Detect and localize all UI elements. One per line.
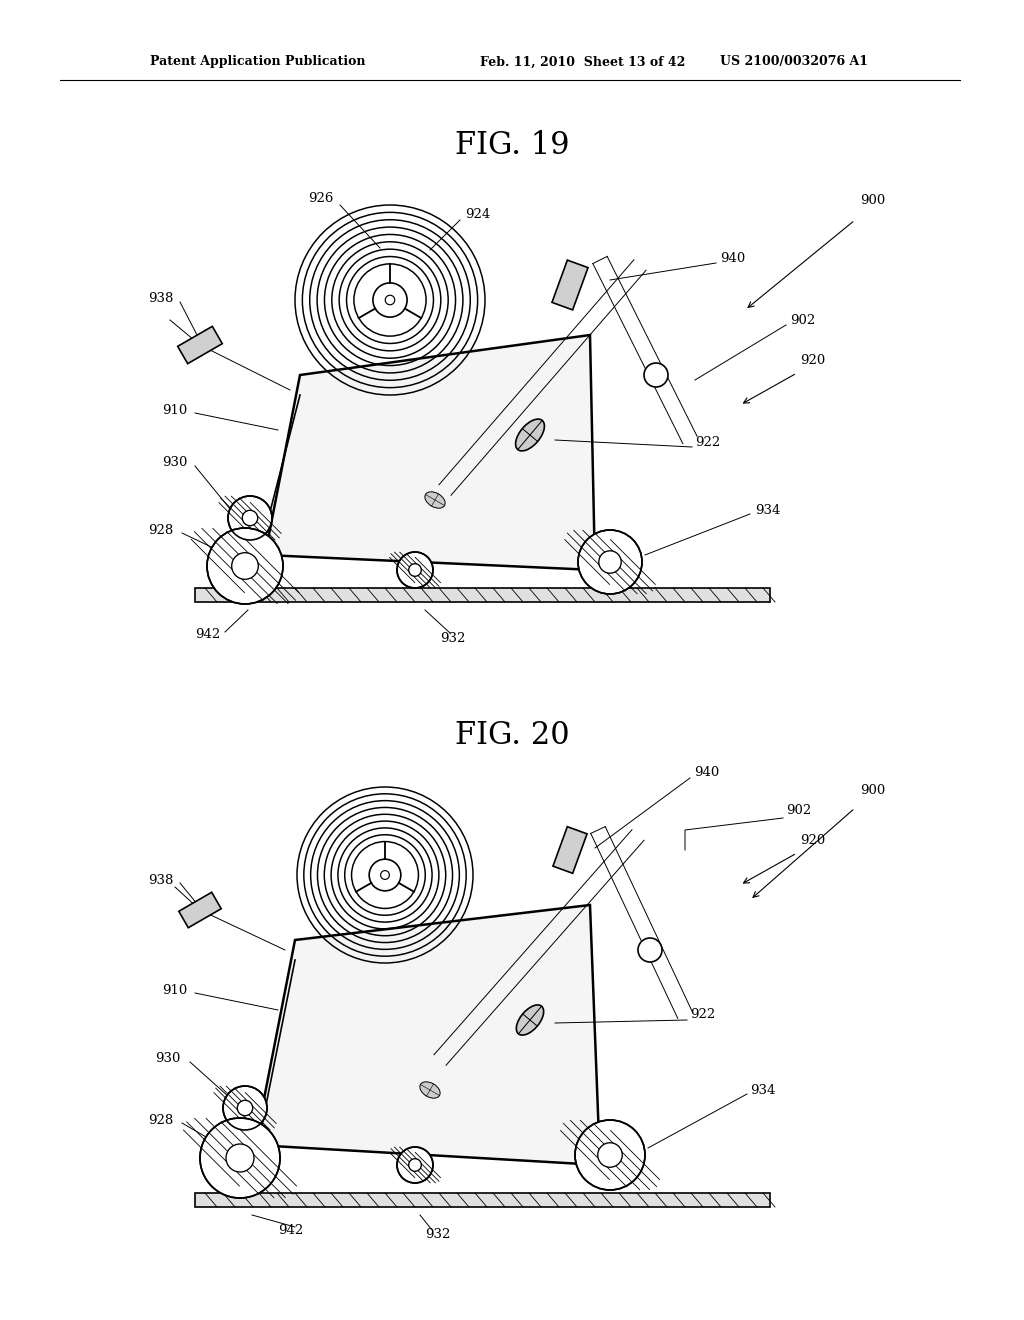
Text: 942: 942 [195,628,220,642]
Circle shape [231,553,258,579]
Circle shape [575,1119,645,1191]
Circle shape [397,552,433,587]
Circle shape [598,1143,623,1167]
Text: FIG. 19: FIG. 19 [455,129,569,161]
Text: 902: 902 [790,314,815,326]
Text: 942: 942 [278,1224,303,1237]
Text: 902: 902 [786,804,811,817]
Circle shape [409,1159,421,1171]
Text: 900: 900 [860,194,886,206]
Bar [195,1193,770,1206]
Circle shape [644,363,668,387]
Text: 920: 920 [800,833,825,846]
Circle shape [238,1101,253,1115]
Text: 940: 940 [720,252,745,264]
Circle shape [226,1144,254,1172]
Text: 910: 910 [162,404,187,417]
Circle shape [599,550,622,573]
Text: US 2100/0032076 A1: US 2100/0032076 A1 [720,55,868,69]
Text: 928: 928 [148,524,173,536]
Ellipse shape [515,418,545,451]
Text: 932: 932 [425,1229,451,1242]
Text: 934: 934 [755,503,780,516]
Circle shape [228,496,272,540]
Text: 922: 922 [690,1008,715,1022]
Circle shape [397,1147,433,1183]
Circle shape [578,531,642,594]
Text: 910: 910 [162,983,187,997]
Text: 940: 940 [694,767,719,780]
Circle shape [223,1086,267,1130]
Circle shape [381,871,389,879]
Circle shape [200,1118,280,1199]
Polygon shape [552,260,588,310]
Text: Feb. 11, 2010  Sheet 13 of 42: Feb. 11, 2010 Sheet 13 of 42 [480,55,685,69]
Circle shape [385,296,394,305]
Text: 938: 938 [148,292,173,305]
Text: 928: 928 [148,1114,173,1126]
Circle shape [207,528,283,605]
Circle shape [409,564,421,577]
Circle shape [638,939,662,962]
Text: 924: 924 [465,209,490,222]
Polygon shape [265,335,595,570]
Text: 938: 938 [148,874,173,887]
Polygon shape [178,326,222,364]
Text: 930: 930 [155,1052,180,1064]
Bar [195,587,770,602]
Polygon shape [255,906,600,1166]
Text: 934: 934 [750,1084,775,1097]
Circle shape [370,859,400,891]
Ellipse shape [516,1005,544,1035]
Ellipse shape [425,492,445,508]
Text: 932: 932 [440,631,465,644]
Circle shape [243,511,258,525]
Polygon shape [179,892,221,928]
Ellipse shape [420,1082,440,1098]
Text: 900: 900 [860,784,886,796]
Circle shape [373,282,408,317]
Text: Patent Application Publication: Patent Application Publication [150,55,366,69]
Text: FIG. 20: FIG. 20 [455,719,569,751]
Text: 922: 922 [695,436,720,449]
Text: 930: 930 [162,455,187,469]
Polygon shape [553,826,587,874]
Text: 920: 920 [800,354,825,367]
Text: 926: 926 [308,191,334,205]
